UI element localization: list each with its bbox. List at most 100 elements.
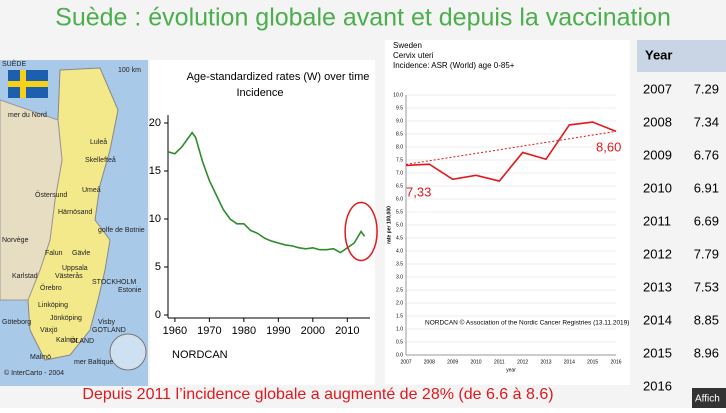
map-label: mer Baltique bbox=[74, 359, 113, 366]
map-label: Uppsala bbox=[62, 265, 88, 272]
map-label: STOCKHOLM bbox=[92, 279, 136, 286]
table-cell: 7.29 bbox=[694, 81, 719, 96]
chart-note: Incidence: ASR (World) age 0-85+ bbox=[393, 61, 515, 70]
y-tick-label: 6.5 bbox=[396, 183, 403, 189]
y-tick-label: 8.0 bbox=[396, 144, 403, 150]
y-tick-label: 1.0 bbox=[396, 326, 403, 332]
y-tick-label: 0.5 bbox=[396, 339, 403, 345]
y-tick-label: 7.0 bbox=[396, 170, 403, 176]
x-tick-label: 2012 bbox=[517, 359, 528, 365]
map-label: Jönköping bbox=[50, 315, 82, 322]
x-tick-label: 2013 bbox=[540, 359, 551, 365]
x-tick-label: 2010 bbox=[470, 359, 481, 365]
y-tick-label: 6.0 bbox=[396, 196, 403, 202]
x-tick-label: 1960 bbox=[163, 325, 187, 337]
x-tick-label: 1980 bbox=[232, 325, 256, 337]
y-tick-label: 5.0 bbox=[396, 222, 403, 228]
table-cell: 2016 bbox=[643, 378, 672, 393]
y-tick-label: 4.0 bbox=[396, 248, 403, 254]
map-label: Visby bbox=[98, 319, 115, 326]
table-cell: 2015 bbox=[643, 345, 672, 360]
table-cell: 8.85 bbox=[694, 312, 719, 327]
map-label: Falun bbox=[45, 250, 63, 257]
table-cell: 2014 bbox=[643, 312, 672, 327]
chart-subtitle: Cervix uteri bbox=[393, 51, 434, 60]
chart-source: NORDCAN © Association of the Nordic Canc… bbox=[425, 319, 629, 327]
table-cell: 2013 bbox=[643, 279, 672, 294]
x-tick-label: 1990 bbox=[266, 325, 290, 337]
table-cell: 2009 bbox=[643, 147, 672, 162]
map-label: Gävle bbox=[72, 250, 90, 257]
map-label: ÖLAND bbox=[70, 337, 94, 345]
data-line bbox=[167, 131, 366, 254]
map-label: Karlstad bbox=[12, 273, 38, 280]
y-tick-label: 1.5 bbox=[396, 313, 403, 319]
map-inset bbox=[109, 333, 147, 371]
map-label: Växjö bbox=[40, 327, 58, 334]
map-label: mer du Nord bbox=[8, 112, 47, 119]
y-tick-label: 8.5 bbox=[396, 131, 403, 137]
table-header-cell: Year bbox=[645, 47, 672, 62]
map-label: Kalmar bbox=[56, 337, 79, 344]
map-label: golfe de Botnie bbox=[98, 227, 145, 234]
data-line bbox=[405, 121, 617, 182]
table-cell: 6.91 bbox=[694, 180, 719, 195]
y-tick-label: 0.0 bbox=[396, 352, 403, 358]
table-cell: 2007 bbox=[643, 81, 672, 96]
table-cell: 2012 bbox=[643, 246, 672, 261]
map-norway bbox=[0, 99, 63, 301]
footer-text: Depuis 2011 l’incidence globale a augmen… bbox=[82, 386, 553, 403]
x-tick-label: 2016 bbox=[610, 359, 621, 365]
tooltip-text: Affich bbox=[695, 394, 720, 405]
y-axis-label: rate per 100,000 bbox=[386, 206, 392, 244]
trend-label: 7,33 bbox=[406, 184, 431, 199]
map-label: Skellefteå bbox=[85, 156, 116, 164]
slide-title: Suède : évolution globale avant et depui… bbox=[55, 4, 671, 32]
y-tick-label: 3.5 bbox=[396, 261, 403, 267]
y-tick-label: 0 bbox=[155, 309, 161, 321]
x-tick-label: 2014 bbox=[564, 359, 575, 365]
chart-panel bbox=[385, 40, 630, 385]
y-tick-label: 20 bbox=[149, 117, 161, 129]
table-cell: 8.96 bbox=[694, 345, 719, 360]
x-tick-label: 2008 bbox=[424, 359, 435, 365]
y-tick-label: 9.5 bbox=[396, 105, 403, 111]
map-label: Malmö bbox=[30, 354, 51, 361]
y-tick-label: 10.0 bbox=[393, 92, 403, 98]
y-tick-label: 15 bbox=[149, 165, 161, 177]
chart-source: NORDCAN bbox=[172, 349, 228, 361]
table-cell: 2008 bbox=[643, 114, 672, 129]
map-label: Östersund bbox=[35, 191, 67, 199]
table-cell: 7.79 bbox=[694, 246, 719, 261]
table-cell: 6.76 bbox=[694, 147, 719, 162]
map-label: Örebro bbox=[40, 284, 62, 292]
table-cell: 7.53 bbox=[694, 279, 719, 294]
map-label: Umeå bbox=[82, 186, 101, 194]
x-tick-label: 2010 bbox=[335, 325, 359, 337]
map-label: GOTLAND bbox=[92, 327, 126, 334]
x-tick-label: 2007 bbox=[400, 359, 411, 365]
y-tick-label: 5 bbox=[155, 261, 161, 273]
y-tick-label: 9.0 bbox=[396, 118, 403, 124]
map-label: Linköping bbox=[38, 302, 68, 309]
trend-label: 8,60 bbox=[596, 139, 621, 154]
x-tick-label: 1970 bbox=[197, 325, 221, 337]
map-label: Härnösand bbox=[58, 209, 92, 216]
y-tick-label: 3.0 bbox=[396, 274, 403, 280]
map-label: © InterCarto - 2004 bbox=[4, 369, 64, 377]
flag-cross bbox=[8, 81, 48, 87]
x-tick-label: 2000 bbox=[301, 325, 325, 337]
chart-title: Age-standardized rates (W) over time bbox=[187, 71, 370, 83]
map-label: Norvège bbox=[2, 237, 29, 244]
flag-cross bbox=[20, 70, 26, 98]
map-label: Göteborg bbox=[2, 319, 31, 326]
y-tick-label: 2.5 bbox=[396, 287, 403, 293]
table-header bbox=[637, 40, 726, 72]
y-tick-label: 10 bbox=[149, 213, 161, 225]
x-tick-label: 2009 bbox=[447, 359, 458, 365]
map-label: Estonie bbox=[118, 287, 141, 294]
x-tick-label: 2015 bbox=[587, 359, 598, 365]
table-cell: 2011 bbox=[643, 213, 671, 228]
highlight-circle bbox=[344, 201, 378, 262]
